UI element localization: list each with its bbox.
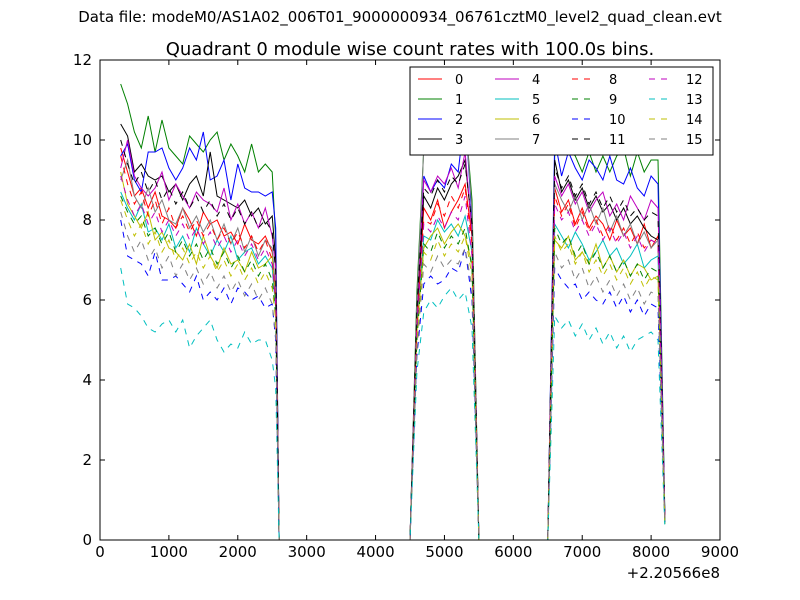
y-tick-label: 10 [73,131,92,149]
legend-label-0: 0 [455,73,463,88]
y-tick-label: 8 [82,211,92,229]
chart-title: Quadrant 0 module wise count rates with … [166,39,655,60]
legend-label-7: 7 [532,133,540,148]
x-tick-label: 2000 [219,543,257,561]
series-line-5 [120,191,666,541]
series-line-14 [120,199,666,541]
series-line-15 [120,211,666,541]
x-tick-label: 3000 [288,543,326,561]
x-axis: 0 1000 2000 3000 4000 5000 6000 7000 8000 9000 [95,60,739,561]
series-line-0 [120,147,666,541]
x-tick-label: 7000 [563,543,601,561]
y-tick-label: 2 [82,451,92,469]
x-tick-label: 0 [95,543,105,561]
legend-label-10: 10 [609,113,626,128]
legend-label-14: 14 [686,113,703,128]
y-tick-label: 12 [73,51,92,69]
legend-label-5: 5 [532,93,540,108]
data-file-caption: Data file: modeM0/AS1A02_006T01_90000009… [78,8,722,26]
legend-label-3: 3 [455,133,463,148]
y-tick-label: 4 [82,371,92,389]
legend-label-13: 13 [686,93,703,108]
series-line-3 [120,123,666,541]
legend-label-4: 4 [532,73,540,88]
x-tick-label: 4000 [356,543,394,561]
legend-label-1: 1 [455,93,463,108]
series-line-6 [120,171,666,541]
legend-label-15: 15 [686,133,703,148]
legend-label-8: 8 [609,73,617,88]
legend-label-2: 2 [455,113,463,128]
series-line-13 [120,267,666,541]
series-line-9 [120,195,666,541]
y-tick-label: 6 [82,291,92,309]
x-tick-label: 5000 [425,543,463,561]
x-offset-label: +2.20566e8 [627,564,720,582]
legend-label-6: 6 [532,113,540,128]
series-line-4 [120,139,666,541]
legend-label-12: 12 [686,73,703,88]
x-tick-label: 6000 [494,543,532,561]
series-line-2 [120,111,666,541]
series-line-10 [120,219,666,541]
y-tick-label: 0 [82,531,92,549]
x-tick-label: 8000 [632,543,670,561]
x-tick-label: 9000 [701,543,739,561]
x-tick-label: 1000 [150,543,188,561]
legend-label-9: 9 [609,93,617,108]
series-line-11 [120,139,666,541]
legend-box [409,66,714,156]
legend-label-11: 11 [609,133,626,148]
